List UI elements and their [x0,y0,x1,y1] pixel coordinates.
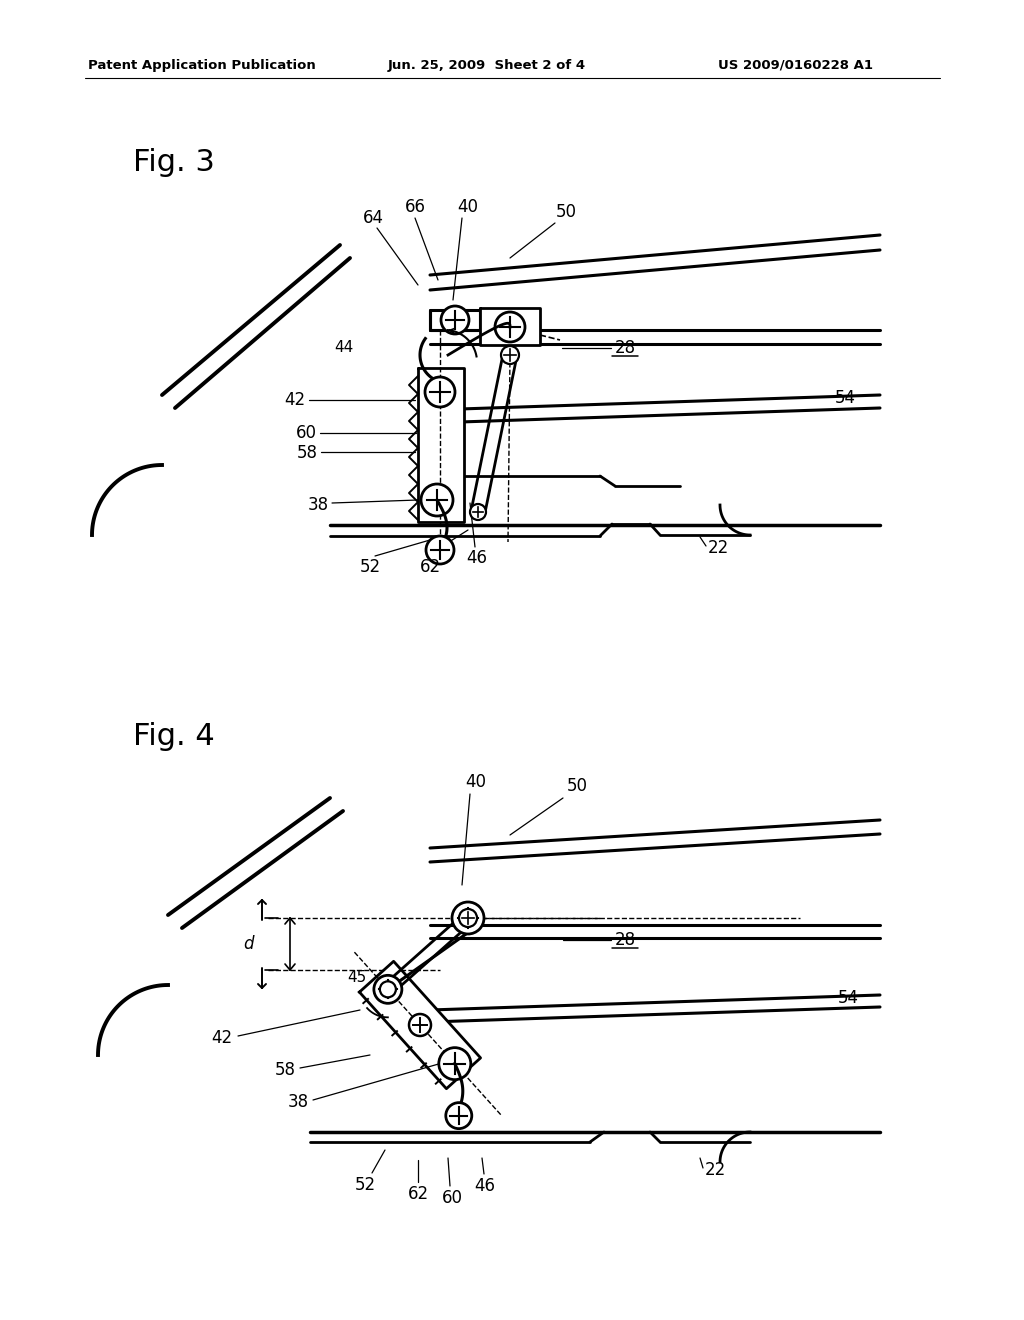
Text: 60: 60 [296,424,316,442]
Text: 38: 38 [307,496,329,513]
Circle shape [441,306,469,334]
Circle shape [459,909,477,927]
Text: 58: 58 [274,1061,296,1078]
Text: 46: 46 [467,549,487,568]
Polygon shape [480,308,540,345]
Text: 52: 52 [354,1176,376,1195]
Circle shape [470,504,486,520]
Circle shape [426,536,454,564]
Text: 54: 54 [835,389,855,407]
Text: 50: 50 [555,203,577,220]
Text: 42: 42 [211,1030,232,1047]
Circle shape [439,1048,471,1080]
Circle shape [425,378,455,407]
Text: 46: 46 [474,1177,496,1195]
Text: 64: 64 [362,209,384,227]
Circle shape [421,484,453,516]
Text: Patent Application Publication: Patent Application Publication [88,58,315,71]
Text: 28: 28 [614,339,636,356]
Circle shape [445,1102,472,1129]
Text: 62: 62 [408,1185,429,1203]
Text: Jun. 25, 2009  Sheet 2 of 4: Jun. 25, 2009 Sheet 2 of 4 [388,58,586,71]
Text: 28: 28 [614,931,636,949]
Circle shape [501,346,519,364]
Polygon shape [359,961,480,1089]
Text: 42: 42 [285,391,305,409]
Text: 66: 66 [404,198,426,216]
Text: 62: 62 [420,558,440,576]
Polygon shape [418,368,464,521]
Text: 54: 54 [838,989,858,1007]
Text: 40: 40 [466,774,486,791]
Circle shape [374,975,401,1003]
Text: 52: 52 [359,558,381,576]
Circle shape [495,312,525,342]
Text: 22: 22 [708,539,729,557]
Polygon shape [471,354,517,513]
Text: 44: 44 [335,341,353,355]
Text: US 2009/0160228 A1: US 2009/0160228 A1 [718,58,873,71]
Text: 60: 60 [441,1189,463,1206]
Polygon shape [430,310,480,330]
Circle shape [409,1014,431,1036]
Polygon shape [430,310,480,330]
Text: 38: 38 [288,1093,308,1111]
Polygon shape [384,913,472,994]
Text: 50: 50 [566,777,588,795]
Circle shape [452,902,484,935]
Text: 22: 22 [705,1162,726,1179]
Text: Fig. 4: Fig. 4 [133,722,215,751]
Circle shape [380,981,396,998]
Text: 40: 40 [458,198,478,216]
Text: 45: 45 [347,969,367,985]
Text: d: d [243,935,253,953]
Text: 58: 58 [297,444,317,462]
Text: Fig. 3: Fig. 3 [133,148,215,177]
